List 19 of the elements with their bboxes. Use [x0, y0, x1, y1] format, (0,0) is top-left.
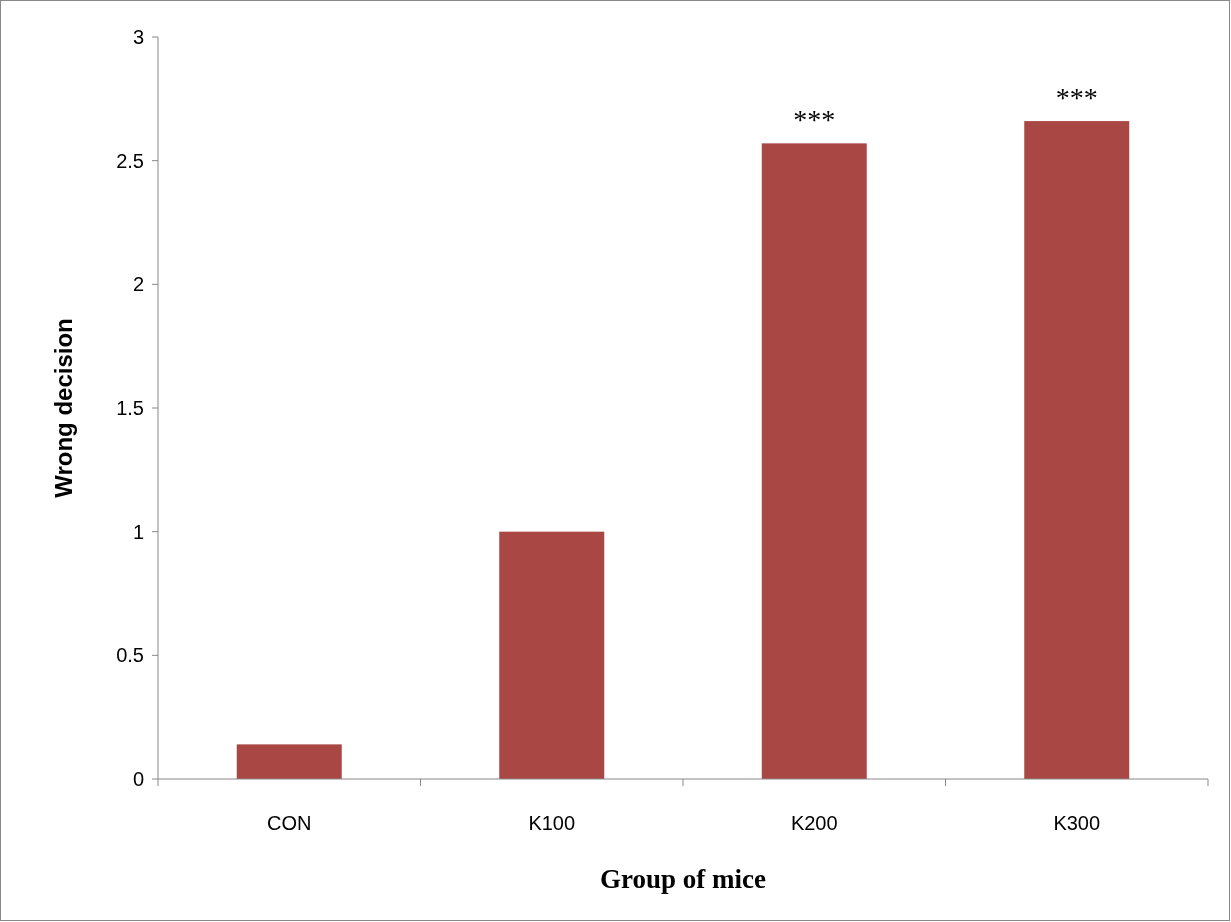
- y-tick-label: 3: [132, 26, 144, 48]
- y-tick-label: 0: [132, 768, 144, 790]
- y-tick-label: 1: [132, 520, 144, 543]
- bar: [236, 744, 342, 779]
- y-tick-label: 0.5: [116, 644, 144, 667]
- y-tick-label: 2.5: [116, 149, 144, 172]
- y-tick-label: 2: [132, 273, 144, 296]
- annotation: ***: [1055, 82, 1098, 114]
- x-tick-label: K100: [528, 812, 576, 834]
- bar: [761, 143, 867, 779]
- y-axis-title: Wrong decision: [50, 318, 77, 498]
- bar: [1024, 121, 1130, 779]
- x-tick-label: K200: [790, 812, 838, 834]
- y-tick-label: 1.5: [116, 397, 144, 419]
- x-tick-label: K300: [1053, 812, 1101, 834]
- x-tick-label: CON: [267, 812, 312, 834]
- x-axis-title: Group of mice: [600, 864, 767, 894]
- annotation: ***: [793, 104, 836, 136]
- bar: [499, 531, 605, 779]
